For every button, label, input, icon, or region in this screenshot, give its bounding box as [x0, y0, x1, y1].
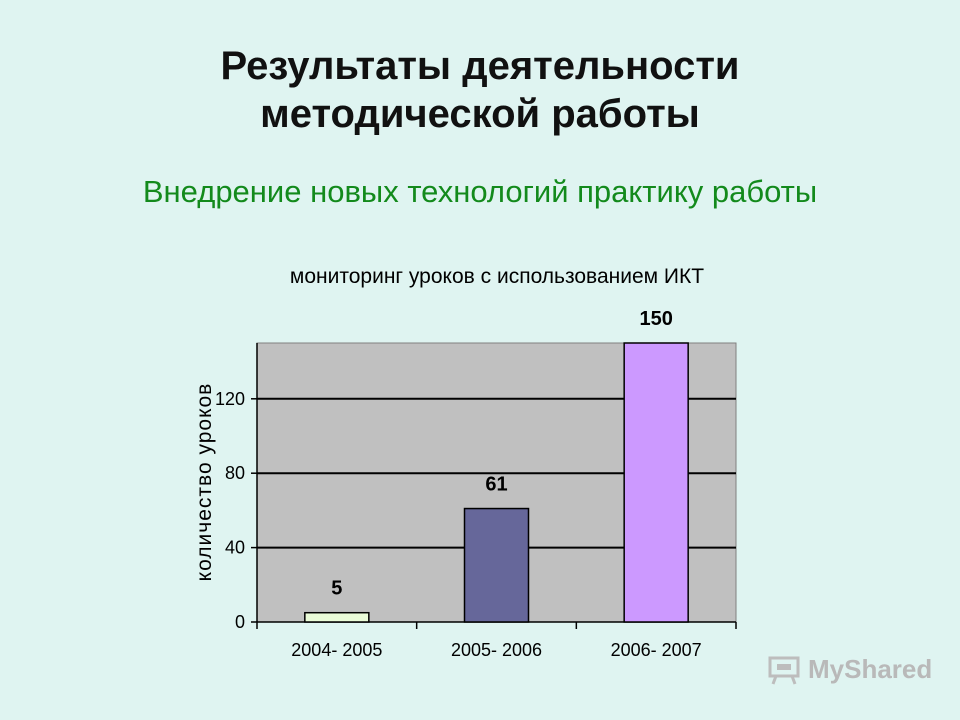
- chart-title: мониторинг уроков с использованием ИКТ: [290, 265, 704, 288]
- y-tick-label: 0: [235, 612, 245, 632]
- plot-area: 0 40 80 120 5 2004- 2005 61 2005- 2006 150 2006- …: [215, 308, 737, 660]
- x-tick-label: 2004- 2005: [291, 640, 382, 660]
- bar: [623, 342, 689, 623]
- slide-title-line2: методической работы: [260, 92, 700, 136]
- x-tick-label: 2005- 2006: [451, 640, 542, 660]
- bar: [304, 611, 370, 623]
- watermark-text: MyShared: [808, 654, 933, 684]
- y-tick-label: 40: [225, 538, 245, 558]
- slide-title: Результаты деятельности методической раб…: [0, 42, 960, 138]
- y-tick-label: 80: [225, 463, 245, 483]
- data-label: 61: [485, 474, 507, 496]
- x-tick-label: 2006- 2007: [611, 640, 702, 660]
- slide-title-line1: Результаты деятельности: [220, 44, 740, 88]
- y-tick-label: 120: [215, 389, 245, 409]
- presentation-icon: [768, 656, 800, 685]
- slide-subtitle: Внедрение новых технологий практику рабо…: [142, 174, 818, 209]
- watermark: MyShared: [768, 654, 932, 685]
- data-label: 5: [331, 578, 342, 600]
- bar: [463, 507, 530, 623]
- y-axis-label: количество уроков: [193, 383, 216, 582]
- data-label: 150: [639, 308, 672, 330]
